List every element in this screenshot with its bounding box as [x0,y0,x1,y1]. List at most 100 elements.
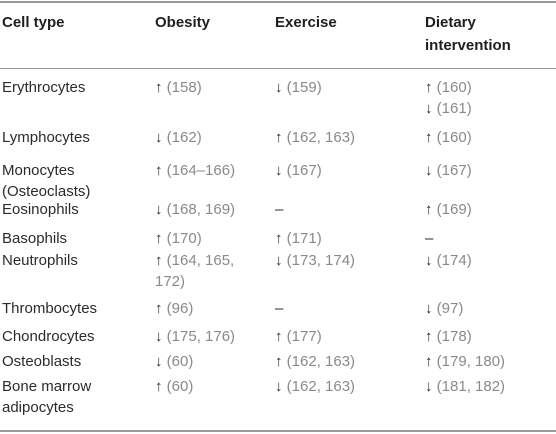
reference-citation: (173, 174) [286,252,356,269]
cell-line: – [275,300,284,317]
cell-line: ↑ (96) [155,298,193,319]
cell-line: ↑ (171) [275,228,322,249]
cell-cell-type: Neutrophils [2,250,78,271]
table-header-row: Cell type Obesity Exercise Dietary inter… [0,11,556,57]
reference-citation: (60) [166,378,194,395]
cell-line: ↓ (159) [275,77,322,98]
cell-line: ↓ (161) [425,98,472,119]
cell-line: 172) [155,271,234,292]
arrow-up-icon: ↑ [425,201,433,218]
cell-dietary-intervention: ↓ (97) [425,298,463,319]
reference-citation: (167) [436,162,472,179]
arrow-down-icon: ↓ [425,162,433,179]
cell-exercise: ↑ (162, 163) [275,351,355,372]
cell-exercise: ↓ (173, 174) [275,250,355,271]
cell-obesity: ↑ (164–166) [155,160,235,181]
cell-cell-type: Erythrocytes [2,77,85,98]
cell-dietary-intervention: ↑ (160) [425,127,472,148]
cell-exercise: – [275,199,283,220]
reference-citation: (160) [436,79,472,96]
arrow-up-icon: ↑ [275,328,283,345]
cell-line: Chondrocytes [2,328,95,345]
reference-citation: (96) [166,300,194,317]
arrow-down-icon: ↓ [275,162,283,179]
cell-dietary-intervention: ↓ (167) [425,160,472,181]
arrow-up-icon: ↑ [275,230,283,247]
arrow-up-icon: ↑ [155,162,163,179]
header-dietary-intervention: Dietary intervention [425,14,511,54]
cell-cell-type: Osteoblasts [2,351,81,372]
reference-citation: (175, 176) [166,328,236,345]
cell-line: ↓ (167) [425,160,472,181]
arrow-down-icon: ↓ [425,252,433,269]
cell-exercise: ↑ (177) [275,326,322,347]
cell-obesity: ↓ (168, 169) [155,199,235,220]
cell-line: ↓ (175, 176) [155,326,235,347]
arrow-down-icon: ↓ [155,201,163,218]
arrow-up-icon: ↑ [425,79,433,96]
cell-line: ↑ (60) [155,376,193,397]
cell-line: ↑ (162, 163) [275,127,355,148]
cell-line: Eosinophils [2,201,79,218]
arrow-down-icon: ↓ [425,100,433,117]
reference-citation: (162, 163) [286,129,356,146]
header-exercise: Exercise [275,14,337,31]
reference-citation: (164, 165, [166,252,235,269]
reference-citation: (161) [436,100,472,117]
reference-citation: (178) [436,328,472,345]
arrow-down-icon: ↓ [275,252,283,269]
arrow-down-icon: ↓ [425,378,433,395]
cell-line: ↓ (173, 174) [275,250,355,271]
cell-exercise: ↓ (167) [275,160,322,181]
cell-dietary-intervention: ↑ (169) [425,199,472,220]
cell-exercise: ↑ (171) [275,228,322,249]
cell-cell-type: Lymphocytes [2,127,90,148]
cell-cell-type: Bone marrow adipocytes [2,376,91,418]
arrow-down-icon: ↓ [275,378,283,395]
cell-line: ↓ (168, 169) [155,199,235,220]
reference-citation: (162) [166,129,202,146]
arrow-down-icon: ↓ [155,328,163,345]
reference-citation: (179, 180) [436,353,506,370]
cell-line: ↓ (97) [425,298,463,319]
cell-line: Bone marrow [2,378,92,395]
reference-citation: (158) [166,79,202,96]
arrow-down-icon: ↓ [275,79,283,96]
cell-obesity: ↑ (164, 165, 172) [155,250,234,292]
cell-obesity: ↓ (175, 176) [155,326,235,347]
cell-obesity: ↑ (96) [155,298,193,319]
cell-line: ↑ (179, 180) [425,351,505,372]
cell-line: Osteoblasts [2,353,82,370]
cell-line: ↑ (170) [155,228,202,249]
cell-exercise: ↓ (162, 163) [275,376,355,397]
cell-line: Basophils [2,230,68,247]
reference-citation: (159) [286,79,322,96]
arrow-down-icon: ↓ [155,353,163,370]
cell-dietary-intervention: – [425,228,433,249]
cell-line: ↑ (177) [275,326,322,347]
reference-citation: (97) [436,300,464,317]
cell-line: Erythrocytes [2,79,86,96]
table-header-rule [0,68,556,69]
reference-citation: (181, 182) [436,378,506,395]
cell-obesity: ↓ (60) [155,351,193,372]
cell-line: ↑ (164–166) [155,160,235,181]
reference-citation: (170) [166,230,202,247]
cell-obesity: ↑ (170) [155,228,202,249]
cell-line: ↑ (169) [425,199,472,220]
header-obesity: Obesity [155,14,211,31]
arrow-up-icon: ↑ [155,378,163,395]
cell-line: ↓ (167) [275,160,322,181]
arrow-up-icon: ↑ [155,252,163,269]
cell-line: ↑ (160) [425,77,472,98]
reference-citation: (162, 163) [286,378,356,395]
arrow-up-icon: ↑ [425,328,433,345]
cell-dietary-intervention: ↑ (179, 180) [425,351,505,372]
reference-citation: (160) [436,129,472,146]
cell-line: ↑ (178) [425,326,472,347]
arrow-down-icon: ↓ [425,300,433,317]
arrow-up-icon: ↑ [155,230,163,247]
cell-dietary-intervention: ↑ (178) [425,326,472,347]
cell-line: Neutrophils [2,252,78,269]
cell-obesity: ↑ (158) [155,77,202,98]
